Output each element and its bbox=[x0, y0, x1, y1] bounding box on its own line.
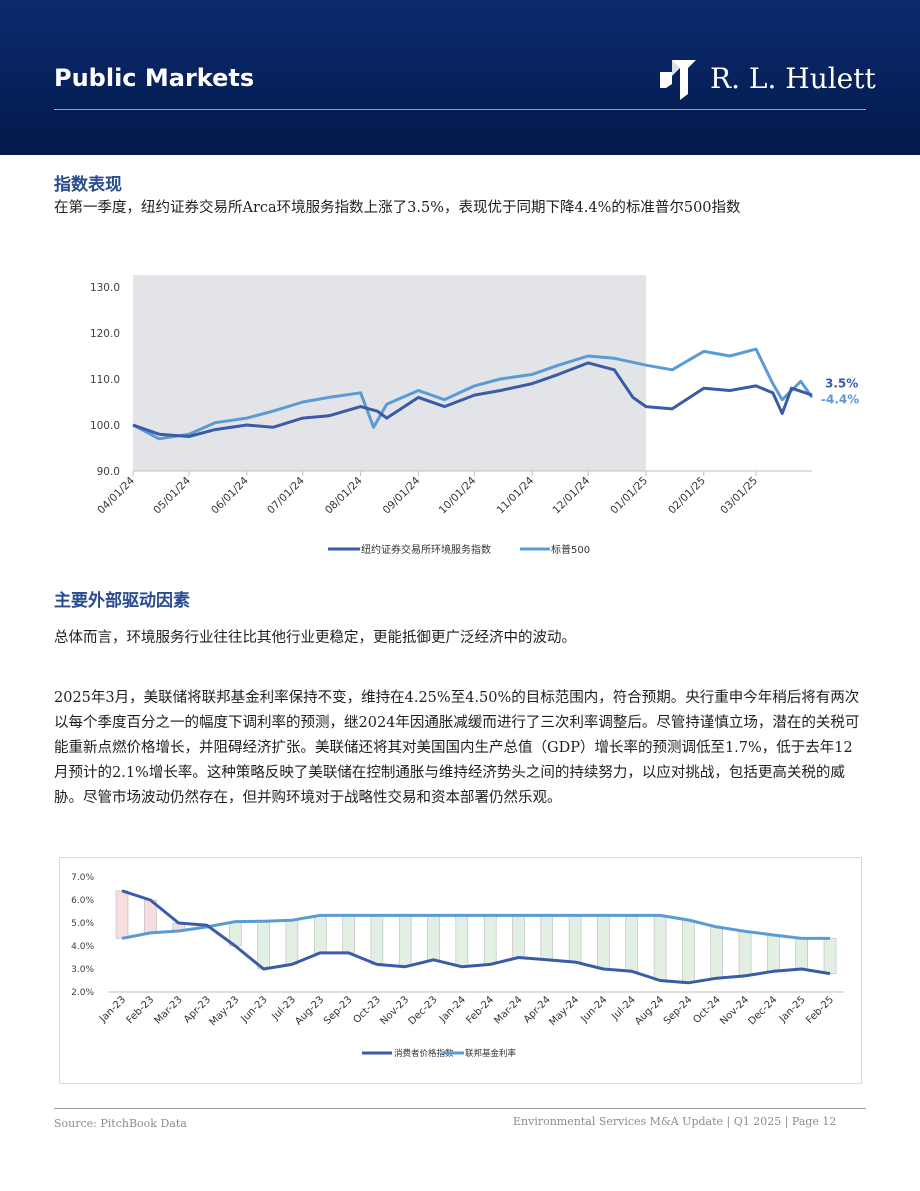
gap-bar bbox=[455, 915, 469, 968]
gap-bar bbox=[483, 915, 497, 965]
x-tick-label: 12/01/24 bbox=[550, 474, 592, 516]
series-line bbox=[132, 361, 813, 438]
y-tick-label: 130.0 bbox=[90, 282, 120, 294]
x-tick-label: Oct-24 bbox=[691, 994, 723, 1026]
x-tick-label: 08/01/24 bbox=[323, 474, 365, 516]
gap-bar bbox=[370, 915, 384, 965]
x-tick-label: Jun-23 bbox=[239, 994, 270, 1025]
footer-source: Source: PitchBook Data bbox=[54, 1117, 187, 1130]
brand-mark-icon bbox=[660, 60, 696, 100]
series-line bbox=[132, 347, 814, 441]
series-line bbox=[121, 889, 831, 985]
gap-bar bbox=[653, 915, 667, 981]
gap-bar bbox=[115, 890, 129, 939]
annotation-sp500-return: -4.4% bbox=[821, 393, 859, 407]
x-tick-label: Jan-25 bbox=[777, 994, 808, 1025]
x-tick-label: Feb-23 bbox=[125, 994, 157, 1026]
legend-label: 消费者价格指数 bbox=[394, 1048, 454, 1059]
index-performance-intro: 在第一季度，纽约证券交易所Arca环境服务指数上涨了3.5%，表现优于同期下降4… bbox=[54, 200, 741, 216]
gap-bar bbox=[767, 934, 780, 972]
footer-page-info: Environmental Services M&A Update | Q1 2… bbox=[513, 1115, 837, 1128]
series-line bbox=[121, 913, 830, 940]
x-tick-label: Mar-23 bbox=[153, 994, 185, 1026]
gap-bar bbox=[257, 920, 270, 970]
x-tick-label: 06/01/24 bbox=[209, 474, 251, 516]
x-tick-label: 09/01/24 bbox=[381, 474, 423, 516]
gap-bar bbox=[427, 915, 440, 961]
x-tick-label: 01/01/25 bbox=[608, 475, 650, 517]
x-tick-label: 10/01/24 bbox=[437, 474, 479, 516]
y-tick-label: 2.0% bbox=[71, 988, 94, 998]
rates-chart-frame: 2.0% 3.0% 4.0% 5.0% 6.0% 7.0% Jan-23 Feb-23 Mar-… bbox=[59, 857, 862, 1084]
x-tick-label: Aug-24 bbox=[633, 994, 666, 1027]
external-drivers-paragraph-2: 2025年3月，美联储将联邦基金利率保持不变，维持在4.25%至4.50%的目标… bbox=[54, 690, 860, 806]
external-drivers-paragraph-1: 总体而言，环境服务行业往往比其他行业更稳定，更能抵御更广泛经济中的波动。 bbox=[54, 630, 576, 646]
gap-bar bbox=[710, 926, 724, 979]
x-tick-label: Feb-25 bbox=[804, 994, 836, 1026]
x-tick-label: Sep-24 bbox=[662, 994, 695, 1027]
x-tick-label: Nov-24 bbox=[718, 994, 751, 1027]
x-tick-label: 02/01/25 bbox=[666, 475, 708, 517]
x-tick-label: Jan-24 bbox=[437, 994, 468, 1025]
legend-label: 标普500 bbox=[551, 543, 590, 556]
y-tick-label: 6.0% bbox=[71, 896, 94, 906]
x-tick-label: Mar-24 bbox=[492, 994, 524, 1026]
x-tick-label: Jan-23 bbox=[97, 994, 128, 1025]
gap-bar bbox=[342, 915, 355, 954]
x-tick-label: Dec-23 bbox=[407, 994, 440, 1027]
index-performance-chart: 90.0 100.0 110.0 120.0 130.0 04/01/24 05/01/24… bbox=[90, 275, 859, 556]
x-tick-label: 11/01/24 bbox=[494, 474, 536, 516]
x-tick-label: 07/01/24 bbox=[265, 474, 307, 516]
gap-bar bbox=[795, 938, 808, 970]
x-tick-label: 03/01/25 bbox=[718, 475, 760, 517]
shaded-period bbox=[133, 275, 646, 471]
page-header: Public Markets R. L. Hulett bbox=[0, 0, 920, 155]
annotation-index-return: 3.5% bbox=[825, 377, 858, 391]
brand-name: R. L. Hulett bbox=[710, 62, 876, 95]
gap-bar bbox=[540, 915, 554, 961]
y-tick-label: 100.0 bbox=[90, 420, 120, 432]
x-tick-label: 04/01/24 bbox=[95, 474, 137, 516]
gap-bar bbox=[823, 938, 837, 974]
gap-bar bbox=[568, 915, 582, 963]
y-tick-label: 7.0% bbox=[71, 873, 94, 883]
x-tick-label: Dec-24 bbox=[746, 994, 779, 1027]
gap-bar bbox=[398, 915, 412, 968]
brand-logo: R. L. Hulett bbox=[658, 58, 876, 102]
y-tick-label: 110.0 bbox=[90, 374, 120, 386]
x-tick-label: Nov-23 bbox=[378, 994, 411, 1027]
legend-label: 联邦基金利率 bbox=[465, 1048, 517, 1059]
gap-bar bbox=[738, 930, 752, 977]
x-tick-label: May-23 bbox=[208, 994, 242, 1028]
gap-bar bbox=[313, 915, 327, 954]
gap-bar bbox=[682, 919, 695, 984]
gap-bar bbox=[625, 915, 639, 972]
legend-label: 纽约证券交易所环境服务指数 bbox=[361, 543, 491, 556]
x-tick-label: Sep-23 bbox=[322, 994, 355, 1027]
x-tick-label: May-24 bbox=[547, 994, 581, 1028]
y-tick-label: 5.0% bbox=[71, 919, 94, 929]
y-tick-label: 3.0% bbox=[71, 965, 94, 975]
x-tick-label: Oct-23 bbox=[351, 994, 383, 1026]
section-title-index-performance: 指数表现 bbox=[54, 175, 122, 195]
footer-divider bbox=[54, 1108, 866, 1109]
header-divider bbox=[54, 109, 866, 110]
section-title-external-drivers: 主要外部驱动因素 bbox=[54, 591, 190, 611]
cpi-vs-fed-funds-chart: 2.0%3.0%4.0%5.0%6.0%7.0%Jan-23Feb-23Mar-… bbox=[71, 873, 844, 1059]
gap-bar bbox=[512, 915, 525, 958]
x-tick-label: Feb-24 bbox=[464, 994, 496, 1026]
page-title: Public Markets bbox=[54, 64, 255, 92]
y-tick-label: 120.0 bbox=[90, 328, 120, 340]
x-tick-label: 05/01/24 bbox=[151, 474, 193, 516]
y-tick-label: 90.0 bbox=[97, 466, 120, 478]
x-tick-label: Jun-24 bbox=[578, 994, 609, 1025]
y-tick-label: 4.0% bbox=[71, 942, 94, 952]
gap-bar bbox=[285, 919, 299, 965]
gap-bar bbox=[597, 915, 610, 970]
x-tick-label: Aug-23 bbox=[293, 994, 326, 1027]
